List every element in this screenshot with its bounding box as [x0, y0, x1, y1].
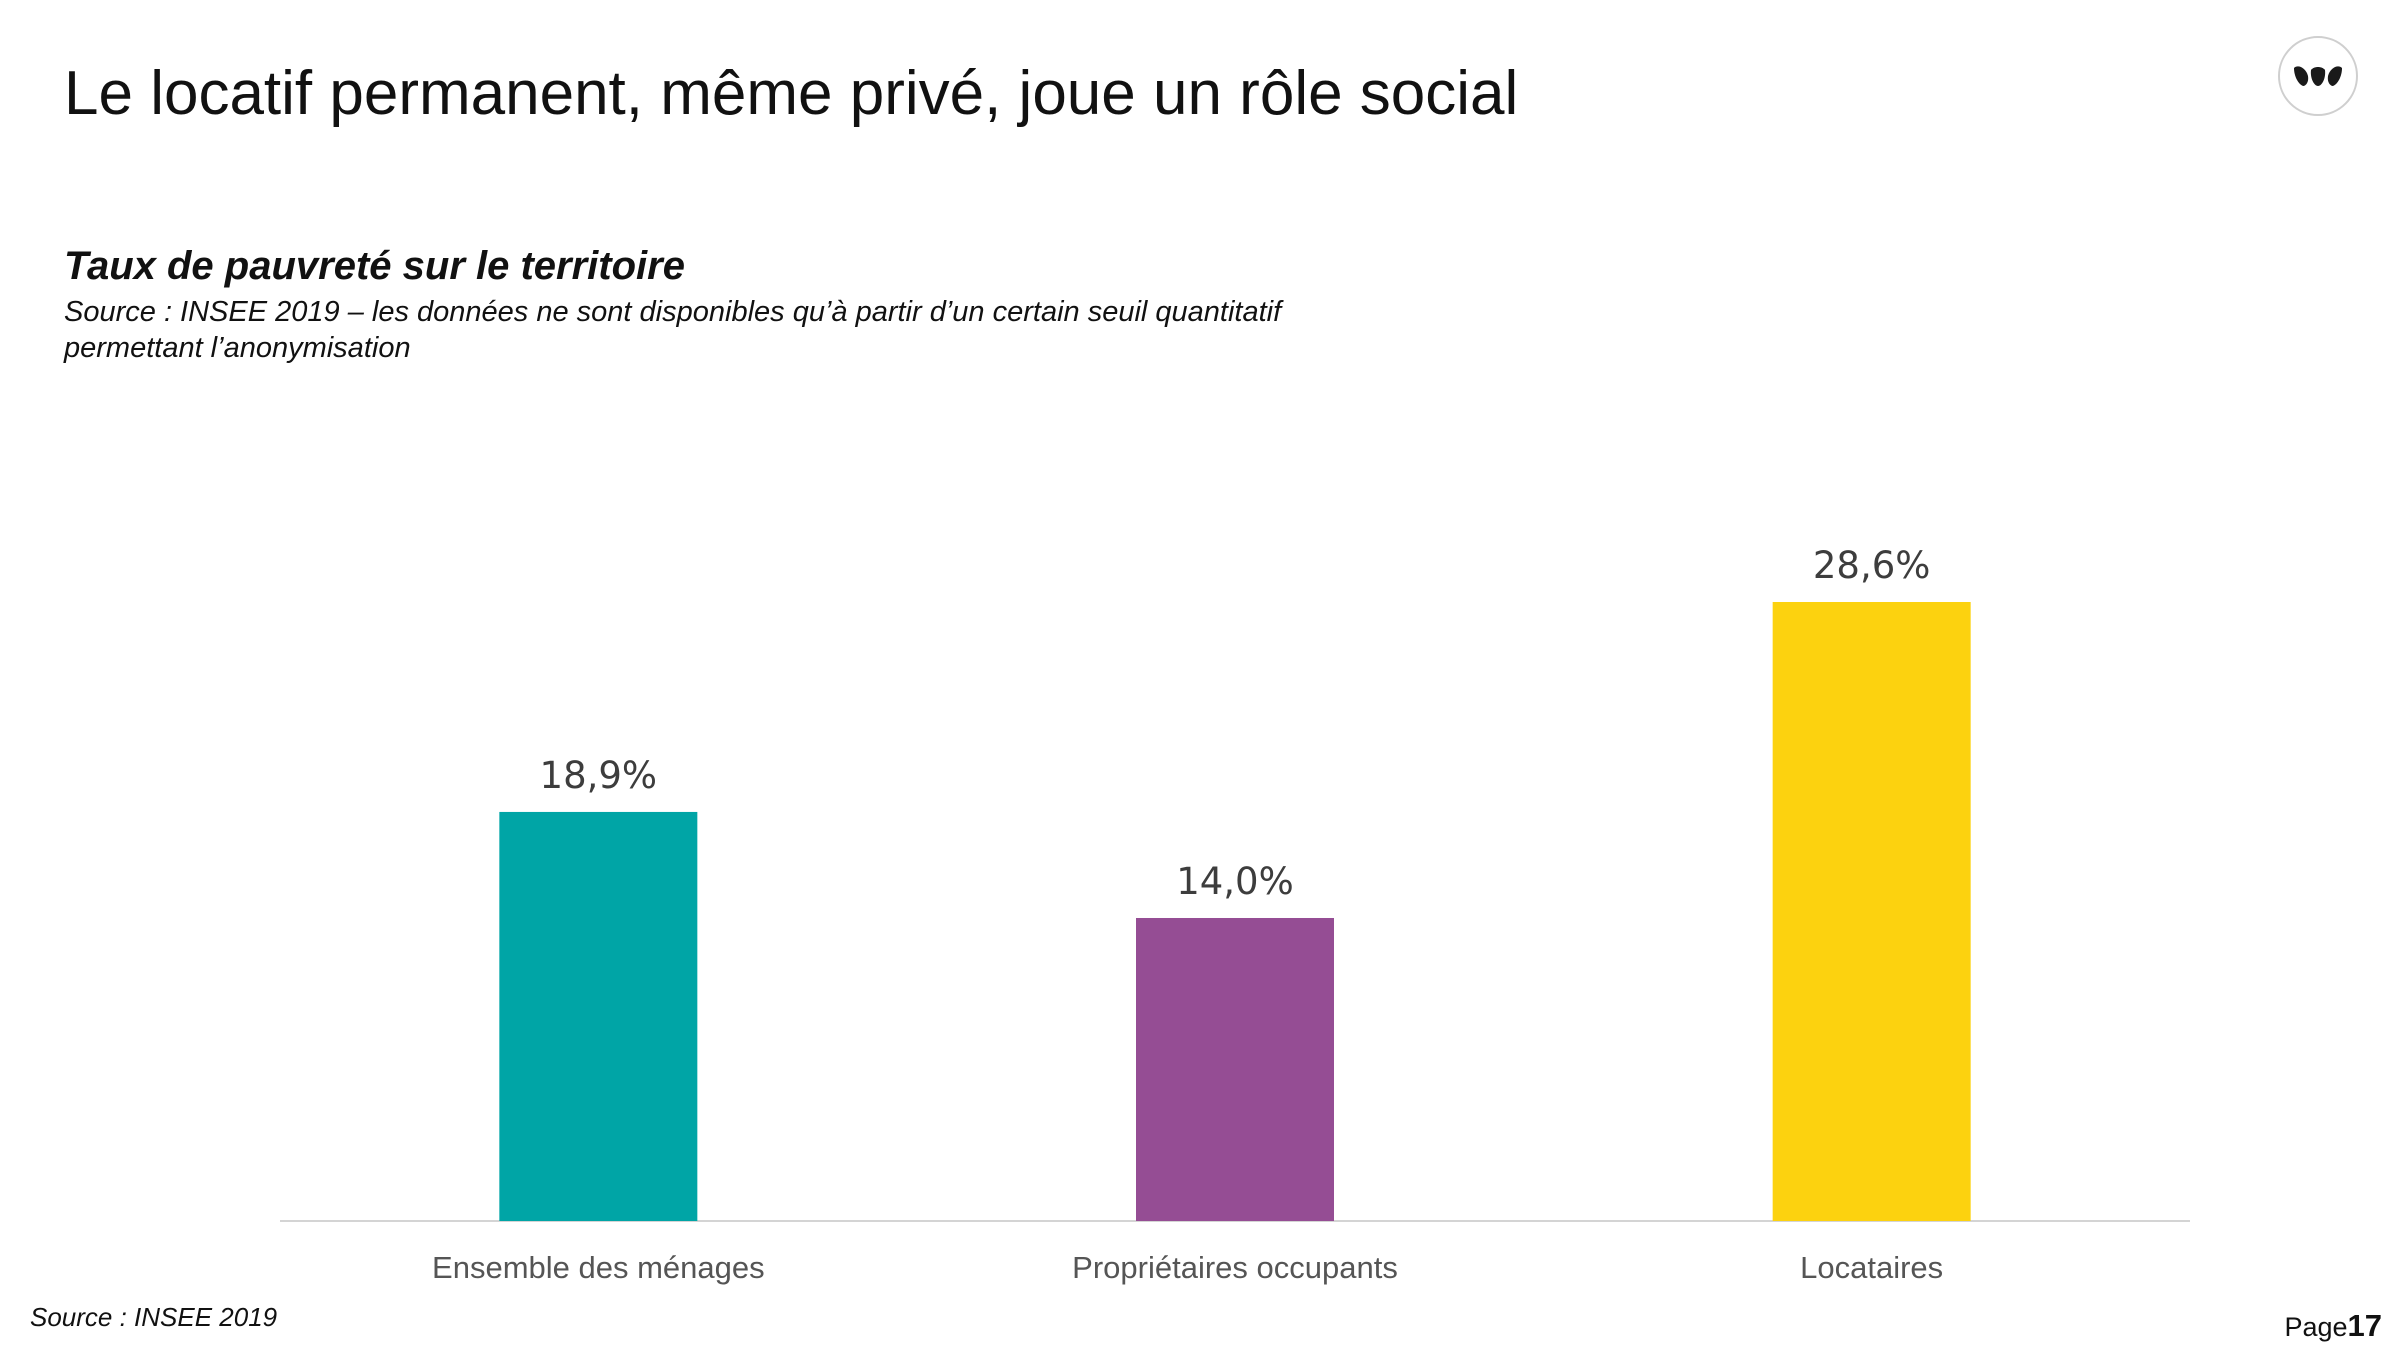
- bar: [499, 811, 698, 1221]
- page-label: Page: [2284, 1312, 2348, 1342]
- bar-value-label: 28,6%: [1813, 544, 1931, 587]
- x-tick-label: Ensemble des ménages: [432, 1250, 765, 1285]
- chart-subtitle: Source : INSEE 2019 – les données ne son…: [64, 296, 1282, 364]
- page-number-value: 17: [2347, 1308, 2382, 1343]
- x-tick-label: Propriétaires occupants: [1072, 1250, 1398, 1285]
- page-number: Page17: [2284, 1308, 2382, 1344]
- leaves-logo-icon: [2276, 34, 2360, 118]
- bar-value-label: 18,9%: [540, 754, 658, 797]
- bar: [1136, 917, 1334, 1221]
- x-tick-label: Locataires: [1800, 1250, 1943, 1285]
- slide-title: Le locatif permanent, même privé, joue u…: [64, 59, 1519, 128]
- chart-title: Taux de pauvreté sur le territoire: [64, 244, 685, 288]
- footer-source: Source : INSEE 2019: [30, 1302, 278, 1332]
- bar-value-label: 14,0%: [1176, 860, 1294, 903]
- bar: [1772, 602, 1971, 1221]
